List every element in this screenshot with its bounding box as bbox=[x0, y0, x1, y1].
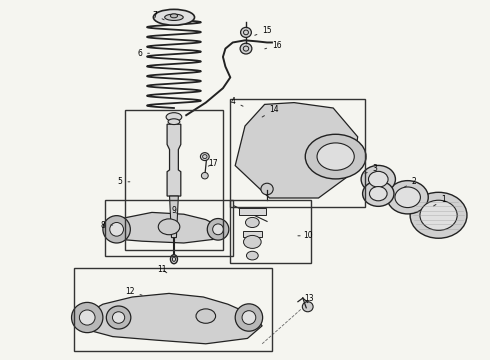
Ellipse shape bbox=[106, 306, 131, 329]
Ellipse shape bbox=[240, 43, 252, 54]
Text: 14: 14 bbox=[262, 105, 279, 117]
Bar bbox=[105, 200, 233, 256]
Circle shape bbox=[196, 309, 216, 323]
Text: 13: 13 bbox=[304, 294, 314, 303]
Polygon shape bbox=[81, 293, 262, 344]
Ellipse shape bbox=[153, 9, 195, 25]
Text: 4: 4 bbox=[231, 97, 243, 106]
Ellipse shape bbox=[201, 172, 208, 179]
Ellipse shape bbox=[261, 183, 273, 195]
Ellipse shape bbox=[235, 304, 263, 331]
Circle shape bbox=[158, 219, 180, 235]
Text: 8: 8 bbox=[100, 220, 113, 230]
Circle shape bbox=[245, 217, 259, 228]
Text: 6: 6 bbox=[137, 49, 149, 58]
Bar bbox=[230, 200, 311, 263]
Ellipse shape bbox=[420, 200, 457, 230]
Ellipse shape bbox=[166, 113, 182, 121]
Ellipse shape bbox=[110, 222, 123, 236]
Ellipse shape bbox=[168, 119, 180, 125]
Text: 9: 9 bbox=[172, 206, 176, 215]
Text: 17: 17 bbox=[208, 159, 218, 168]
Ellipse shape bbox=[363, 181, 394, 206]
Ellipse shape bbox=[369, 186, 387, 201]
Circle shape bbox=[244, 235, 261, 248]
Bar bbox=[239, 208, 266, 215]
Ellipse shape bbox=[171, 14, 177, 18]
Ellipse shape bbox=[242, 311, 256, 324]
Polygon shape bbox=[110, 212, 223, 243]
Ellipse shape bbox=[103, 216, 130, 243]
Text: 2: 2 bbox=[404, 177, 416, 187]
Ellipse shape bbox=[213, 224, 223, 235]
Ellipse shape bbox=[200, 153, 209, 161]
Bar bbox=[230, 99, 365, 207]
Circle shape bbox=[317, 143, 354, 170]
Polygon shape bbox=[170, 196, 178, 238]
Ellipse shape bbox=[113, 312, 124, 323]
Text: 1: 1 bbox=[434, 195, 446, 206]
Ellipse shape bbox=[361, 166, 395, 193]
Ellipse shape bbox=[387, 181, 428, 214]
Polygon shape bbox=[235, 103, 358, 198]
Ellipse shape bbox=[395, 187, 420, 208]
Ellipse shape bbox=[172, 257, 175, 261]
Text: 11: 11 bbox=[157, 265, 167, 274]
Ellipse shape bbox=[72, 302, 103, 333]
Text: 7: 7 bbox=[152, 11, 164, 20]
Polygon shape bbox=[167, 124, 181, 196]
Text: 16: 16 bbox=[265, 41, 282, 50]
Circle shape bbox=[246, 251, 258, 260]
Text: 3: 3 bbox=[365, 164, 377, 174]
Bar bbox=[243, 231, 262, 237]
Ellipse shape bbox=[241, 27, 251, 37]
Text: 15: 15 bbox=[255, 26, 272, 35]
Ellipse shape bbox=[302, 302, 313, 312]
Ellipse shape bbox=[165, 14, 183, 21]
Circle shape bbox=[305, 134, 366, 179]
Text: 10: 10 bbox=[298, 231, 313, 240]
Ellipse shape bbox=[207, 219, 229, 240]
Text: 5: 5 bbox=[118, 177, 130, 186]
Ellipse shape bbox=[368, 171, 388, 187]
Ellipse shape bbox=[171, 255, 177, 264]
Ellipse shape bbox=[79, 310, 95, 325]
Text: 12: 12 bbox=[125, 287, 142, 296]
Bar bbox=[74, 268, 272, 351]
Ellipse shape bbox=[410, 192, 467, 238]
Bar bbox=[125, 110, 223, 250]
